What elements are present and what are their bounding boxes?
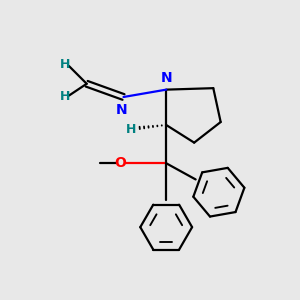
Text: H: H bbox=[126, 123, 136, 136]
Text: O: O bbox=[114, 156, 126, 170]
Text: H: H bbox=[59, 58, 70, 71]
Text: N: N bbox=[160, 70, 172, 85]
Text: H: H bbox=[59, 91, 70, 103]
Text: N: N bbox=[116, 103, 128, 118]
